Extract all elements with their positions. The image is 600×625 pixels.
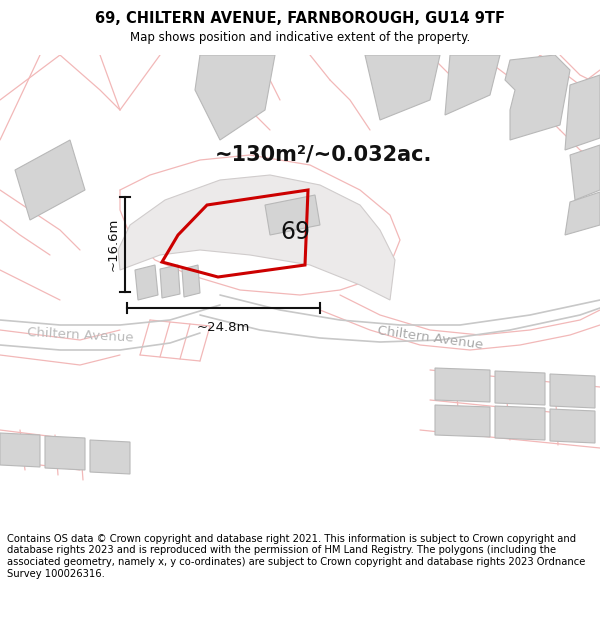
Text: ~16.6m: ~16.6m (107, 217, 119, 271)
Polygon shape (15, 140, 85, 220)
Text: 69: 69 (280, 220, 310, 244)
Polygon shape (90, 440, 130, 474)
Polygon shape (182, 265, 200, 297)
Polygon shape (505, 55, 570, 140)
Polygon shape (160, 265, 180, 298)
Polygon shape (118, 175, 395, 300)
Polygon shape (265, 195, 320, 235)
Polygon shape (135, 265, 158, 300)
Polygon shape (365, 55, 440, 120)
Polygon shape (0, 433, 40, 467)
Polygon shape (565, 75, 600, 150)
Polygon shape (570, 145, 600, 200)
Text: Chiltern Avenue: Chiltern Avenue (26, 326, 134, 344)
Polygon shape (445, 55, 500, 115)
Text: Map shows position and indicative extent of the property.: Map shows position and indicative extent… (130, 31, 470, 44)
Text: ~24.8m: ~24.8m (197, 321, 250, 334)
Polygon shape (550, 374, 595, 408)
Polygon shape (435, 368, 490, 402)
Polygon shape (565, 192, 600, 235)
Text: 69, CHILTERN AVENUE, FARNBOROUGH, GU14 9TF: 69, CHILTERN AVENUE, FARNBOROUGH, GU14 9… (95, 11, 505, 26)
Polygon shape (495, 371, 545, 405)
Polygon shape (435, 405, 490, 437)
Text: ~130m²/~0.032ac.: ~130m²/~0.032ac. (215, 145, 433, 165)
Text: Contains OS data © Crown copyright and database right 2021. This information is : Contains OS data © Crown copyright and d… (7, 534, 586, 579)
Polygon shape (550, 409, 595, 443)
Text: Chiltern Avenue: Chiltern Avenue (376, 324, 484, 352)
Polygon shape (45, 436, 85, 470)
Polygon shape (195, 55, 275, 140)
Polygon shape (495, 406, 545, 440)
